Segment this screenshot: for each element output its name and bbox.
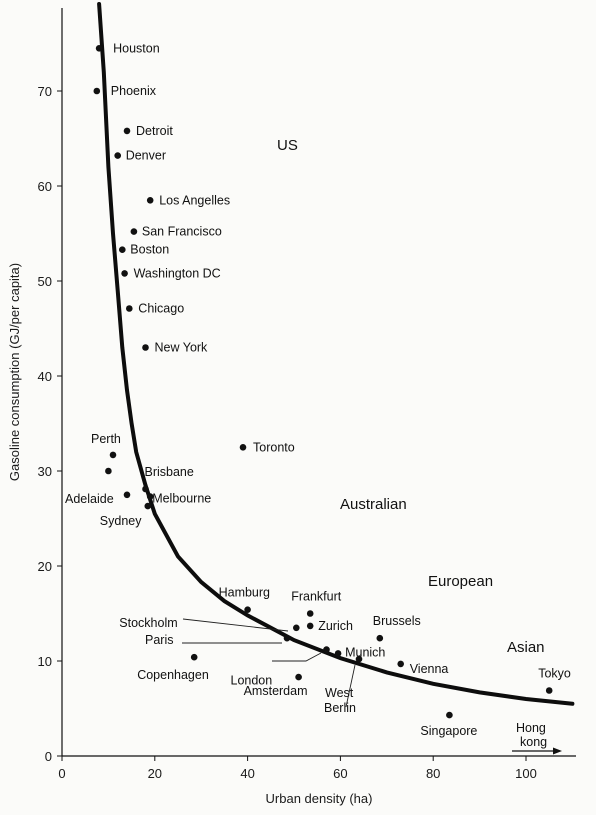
y-tick-label: 50 [38, 274, 52, 289]
x-tick-label: 20 [148, 766, 162, 781]
data-point-amsterdam [295, 673, 302, 681]
data-point-tokyo [545, 687, 553, 694]
y-tick-label: 10 [38, 654, 52, 669]
data-point-london [323, 646, 330, 653]
point-label-vienna: Vienna [410, 662, 449, 676]
point-labels: Houston Phoenix Detroit Denver Los Angelles S… [65, 41, 571, 738]
data-point-los-angelles [146, 197, 154, 204]
point-label-munich: Munich [345, 645, 385, 659]
leader-lines [182, 618, 356, 708]
x-tick-label: 0 [58, 766, 65, 781]
data-point-perth [109, 451, 117, 459]
data-point-toronto [239, 444, 247, 451]
x-tick-label: 40 [240, 766, 254, 781]
data-point-copenhagen [190, 653, 198, 661]
point-label-sydney: Sydney [100, 514, 142, 528]
point-label-amsterdam: Amsterdam [244, 684, 308, 698]
data-point-singapore [446, 711, 453, 719]
hong-kong-label-line1: Hong [516, 721, 546, 735]
point-label-denver: Denver [126, 149, 166, 163]
point-label-brussels: Brussels [373, 614, 421, 628]
data-point-vienna [397, 660, 405, 668]
point-label-adelaide: Adelaide [65, 492, 114, 506]
data-point-melbourne [146, 493, 154, 500]
leader-line-stockholm [182, 618, 289, 632]
data-point-west-berlin [355, 655, 363, 663]
point-label-los-angelles: Los Angelles [159, 193, 230, 207]
data-point-sydney [144, 502, 152, 510]
leader-line-west-berlin [345, 664, 356, 708]
point-label-hamburg: Hamburg [219, 586, 270, 600]
y-axis-label: Gasoline consumption (GJ/per capita) [7, 263, 22, 481]
y-tick-label: 60 [38, 179, 52, 194]
point-label-west-berlin-line2: Berlin [324, 701, 356, 715]
point-label-stockholm: Stockholm [119, 616, 177, 630]
data-point-brisbane [142, 485, 149, 493]
point-label-london: London [231, 674, 273, 688]
axes [61, 8, 576, 757]
data-point-phoenix [93, 87, 101, 95]
y-tick-label: 0 [45, 749, 52, 764]
fit-curve [97, 2, 575, 706]
point-label-zurich: Zurich [318, 619, 353, 633]
data-point-houston [95, 45, 103, 52]
point-label-brisbane: Brisbane [145, 465, 194, 479]
y-tick-label: 30 [38, 464, 52, 479]
data-point-zurich [306, 622, 314, 630]
point-label-chicago: Chicago [138, 302, 184, 316]
region-label-asian: Asian [507, 639, 545, 656]
point-label-boston: Boston [130, 243, 169, 257]
y-tick-label: 70 [38, 84, 52, 99]
region-label-us: US [277, 137, 298, 154]
y-tick-label: 40 [38, 369, 52, 384]
points [93, 45, 553, 719]
point-label-singapore: Singapore [420, 724, 477, 738]
point-label-washington-dc: Washington DC [134, 266, 221, 280]
data-point-hamburg [244, 606, 251, 613]
data-point-detroit [123, 127, 131, 135]
point-label-new-york: New York [155, 341, 209, 355]
point-label-tokyo: Tokyo [538, 667, 571, 681]
data-point-brussels [376, 634, 384, 642]
data-point-adelaide [123, 491, 131, 499]
hong-kong-annotation: Hong kong [512, 721, 562, 755]
hong-kong-arrowhead-icon [553, 747, 562, 755]
data-point-chicago [126, 305, 133, 312]
point-label-west-berlin-line1: West [325, 686, 354, 700]
x-tick-label: 100 [515, 766, 537, 781]
region-label-australian: Australian [340, 496, 407, 513]
x-axis-label: Urban density (ha) [266, 791, 373, 806]
data-point-new-york [142, 344, 149, 351]
hong-kong-label-line2: kong [520, 735, 547, 749]
data-point-munich [334, 650, 342, 657]
point-label-detroit: Detroit [136, 124, 173, 138]
data-point-denver [114, 152, 121, 159]
point-label-perth: Perth [91, 432, 121, 446]
data-point-washington-dc [121, 270, 128, 277]
point-label-copenhagen: Copenhagen [137, 668, 209, 682]
x-tick-label: 80 [426, 766, 440, 781]
point-label-paris: Paris [145, 633, 173, 647]
region-label-european: European [428, 573, 493, 590]
region-labels: US Australian European Asian [277, 137, 545, 656]
y-tick-label: 20 [38, 559, 52, 574]
point-label-melbourne: Melbourne [152, 492, 211, 506]
point-label-phoenix: Phoenix [111, 84, 157, 98]
data-point-stockholm [293, 624, 300, 632]
x-tick-label: 60 [333, 766, 347, 781]
leader-line-london [272, 652, 322, 662]
data-point-paris [283, 634, 291, 642]
data-point-san-francisco [130, 228, 138, 235]
point-label-san-francisco: San Francisco [142, 225, 222, 239]
point-label-toronto: Toronto [253, 440, 295, 454]
point-label-houston: Houston [113, 41, 160, 55]
data-point-boston [119, 246, 126, 253]
point-label-frankfurt: Frankfurt [291, 590, 342, 604]
ticks: 0 20 40 60 80 100 0 10 20 30 40 50 60 70 [38, 84, 537, 781]
data-point-frankfurt [306, 610, 314, 617]
data-point-unlabeled [105, 467, 112, 475]
